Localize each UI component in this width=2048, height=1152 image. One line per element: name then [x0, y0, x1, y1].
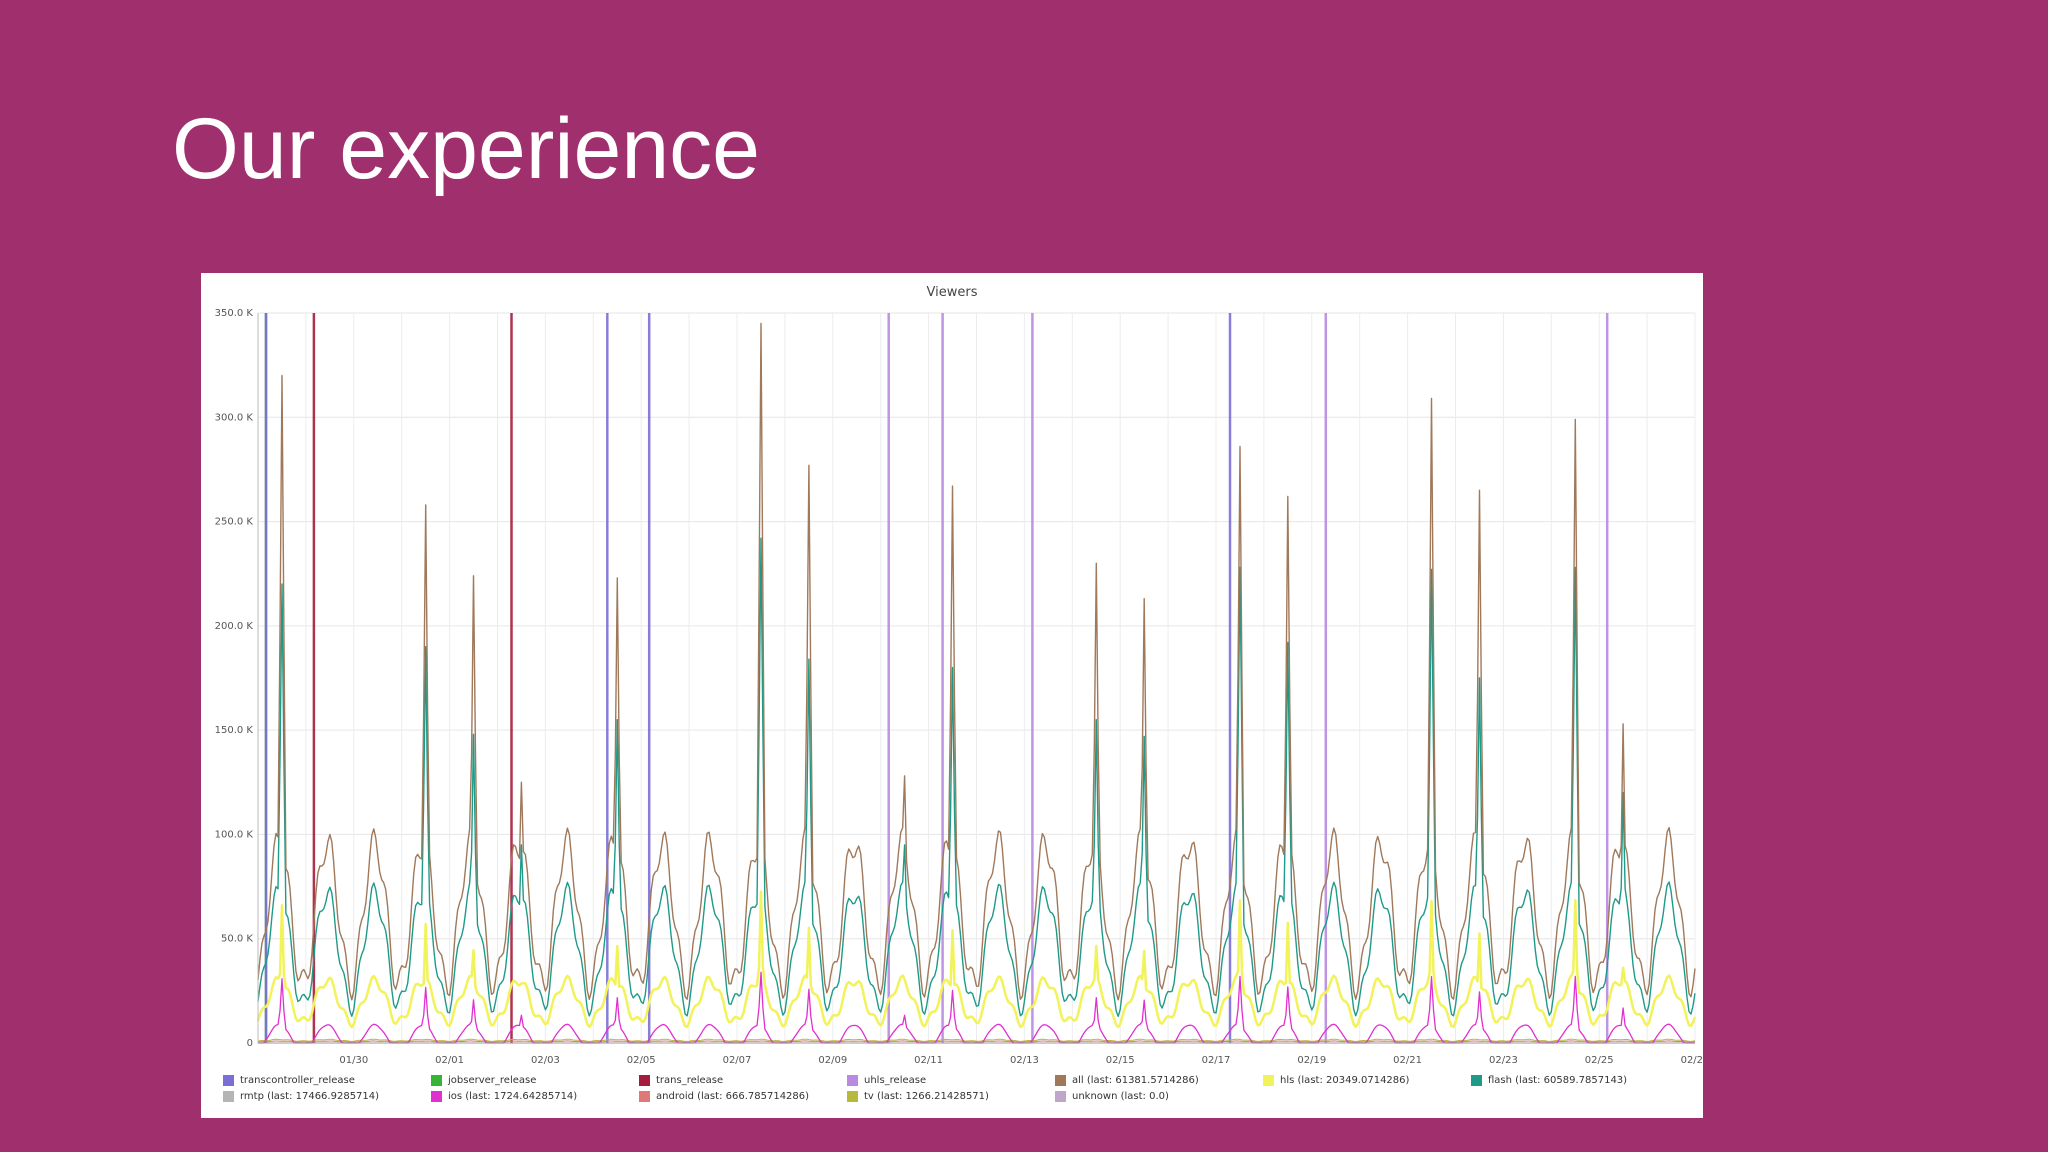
legend-label: all (last: 61381.5714286) — [1072, 1074, 1199, 1086]
y-tick-label: 300.0 K — [215, 412, 254, 423]
legend-swatch — [639, 1074, 650, 1086]
legend-item: android (last: 666.785714286) — [639, 1089, 847, 1103]
y-tick-label: 50.0 K — [221, 934, 253, 945]
x-tick-label: 02/13 — [1010, 1055, 1039, 1066]
series-line-tv — [257, 1038, 1696, 1042]
series-line-android — [257, 1040, 1696, 1043]
legend-label: hls (last: 20349.0714286) — [1280, 1074, 1410, 1086]
x-tick-label: 02/07 — [723, 1055, 752, 1066]
legend-item: flash (last: 60589.7857143) — [1471, 1073, 1679, 1087]
viewers-chart: Viewers 0 50.0 K 100.0 K 150.0 K 200.0 K 250.… — [201, 273, 1703, 1118]
legend-item: jobserver_release — [431, 1073, 639, 1087]
x-tick-label: 02/23 — [1489, 1055, 1518, 1066]
legend-swatch — [847, 1090, 858, 1102]
chart-title: Viewers — [927, 285, 978, 300]
y-tick-label: 250.0 K — [215, 517, 254, 528]
legend-item: hls (last: 20349.0714286) — [1263, 1073, 1471, 1087]
x-tick-label: 02/19 — [1297, 1055, 1326, 1066]
legend-swatch — [431, 1090, 442, 1102]
legend-swatch — [1471, 1074, 1482, 1086]
x-tick-label: 02/03 — [531, 1055, 560, 1066]
series-line-all — [257, 322, 1696, 1001]
legend-item: unknown (last: 0.0) — [1055, 1089, 1263, 1103]
grid — [257, 312, 1696, 1044]
legend-item: trans_release — [639, 1073, 847, 1087]
legend-item: all (last: 61381.5714286) — [1055, 1073, 1263, 1087]
y-tick-label: 200.0 K — [215, 621, 254, 632]
x-tick-label: 02/27 — [1681, 1055, 1703, 1066]
legend-swatch — [223, 1090, 234, 1102]
x-tick-label: 02/25 — [1585, 1055, 1614, 1066]
legend-label: jobserver_release — [448, 1074, 537, 1086]
series-line-hls — [256, 890, 1697, 1029]
x-tick-label: 01/30 — [339, 1055, 368, 1066]
x-tick-label: 02/15 — [1106, 1055, 1135, 1066]
legend-label: uhls_release — [864, 1074, 927, 1086]
legend-swatch — [223, 1074, 234, 1086]
legend-label: tv (last: 1266.21428571) — [864, 1090, 989, 1102]
x-tick-label: 02/21 — [1393, 1055, 1422, 1066]
legend-swatch — [431, 1074, 442, 1086]
axes: 0 50.0 K 100.0 K 150.0 K 200.0 K 250.0 K 300.0… — [215, 308, 1703, 1066]
y-tick-label: 0 — [247, 1038, 253, 1049]
legend-item: ios (last: 1724.64285714) — [431, 1089, 639, 1103]
legend-label: flash (last: 60589.7857143) — [1488, 1074, 1628, 1086]
legend-label: unknown (last: 0.0) — [1072, 1090, 1169, 1102]
x-tick-label: 02/11 — [914, 1055, 943, 1066]
x-tick-label: 02/17 — [1202, 1055, 1231, 1066]
legend-label: trans_release — [656, 1074, 724, 1086]
legend-swatch — [1055, 1074, 1066, 1086]
legend-label: android (last: 666.785714286) — [656, 1090, 810, 1102]
legend-label: rmtp (last: 17466.9285714) — [240, 1090, 380, 1102]
chart-canvas: Viewers 0 50.0 K 100.0 K 150.0 K 200.0 K 250.… — [215, 285, 1703, 1066]
legend-swatch — [1263, 1074, 1274, 1086]
legend-swatch — [1055, 1090, 1066, 1102]
legend-item: uhls_release — [847, 1073, 1055, 1087]
x-tick-label: 02/09 — [818, 1055, 847, 1066]
y-tick-label: 350.0 K — [215, 308, 254, 319]
legend-label: ios (last: 1724.64285714) — [448, 1090, 578, 1102]
slide-title: Our experience — [172, 101, 760, 197]
series-lines — [256, 322, 1697, 1044]
series-line-flash — [257, 537, 1696, 1017]
legend-swatch — [639, 1090, 650, 1102]
legend-item: tv (last: 1266.21428571) — [847, 1089, 1055, 1103]
legend-swatch — [847, 1074, 858, 1086]
chart-legend: transcontroller_release jobserver_release… — [223, 1073, 1693, 1103]
y-tick-label: 150.0 K — [215, 725, 254, 736]
legend-label: transcontroller_release — [240, 1074, 355, 1086]
legend-item: rmtp (last: 17466.9285714) — [223, 1089, 431, 1103]
y-tick-label: 100.0 K — [215, 829, 254, 840]
x-tick-label: 02/01 — [435, 1055, 464, 1066]
x-tick-label: 02/05 — [627, 1055, 656, 1066]
legend-item: transcontroller_release — [223, 1073, 431, 1087]
